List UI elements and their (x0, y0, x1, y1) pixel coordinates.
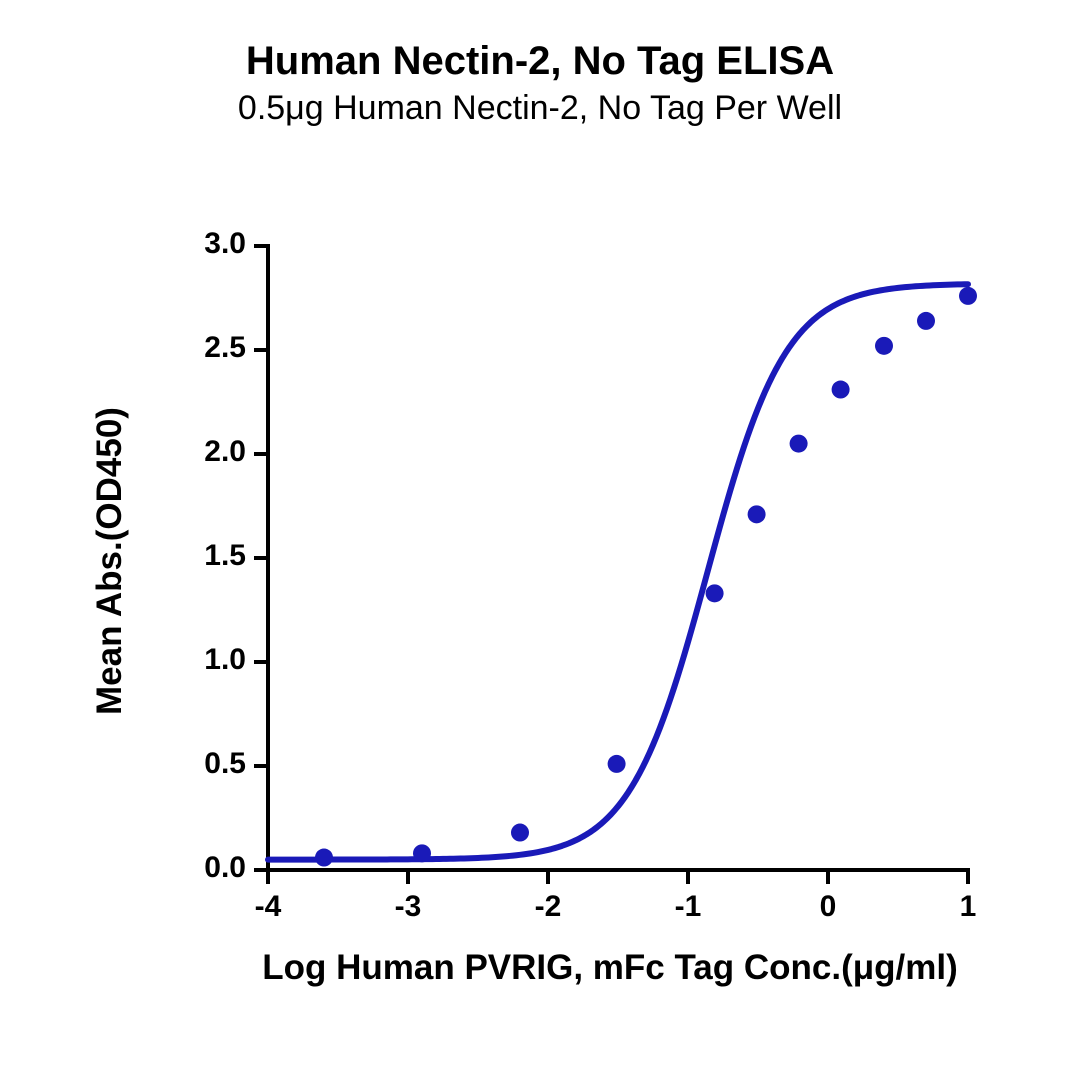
x-tick-label: 1 (938, 890, 998, 924)
y-tick-label: 2.5 (176, 331, 246, 365)
y-axis-label: Mean Abs.(OD450) (90, 261, 130, 861)
data-point (413, 844, 431, 862)
y-tick-label: 2.0 (176, 435, 246, 469)
data-point (832, 381, 850, 399)
data-point (959, 287, 977, 305)
data-point (790, 435, 808, 453)
y-tick-label: 1.5 (176, 539, 246, 573)
x-tick-label: -1 (658, 890, 718, 924)
data-point (875, 337, 893, 355)
x-tick-label: -4 (238, 890, 298, 924)
data-point (706, 584, 724, 602)
data-point (748, 505, 766, 523)
x-tick-label: 0 (798, 890, 858, 924)
data-point (511, 824, 529, 842)
data-point (608, 755, 626, 773)
x-tick-label: -3 (378, 890, 438, 924)
y-tick-label: 1.0 (176, 643, 246, 677)
fit-curve (268, 284, 968, 859)
axes (268, 246, 968, 870)
data-point (917, 312, 935, 330)
y-tick-label: 0.0 (176, 851, 246, 885)
y-tick-label: 0.5 (176, 747, 246, 781)
elisa-chart: 0.0 0.5 1.0 1.5 2.0 2.5 3.0 -4 -3 -2 -1 0 1 (0, 0, 1080, 1065)
x-tick-label: -2 (518, 890, 578, 924)
y-tick-label: 3.0 (176, 227, 246, 261)
x-axis-label: Log Human PVRIG, mFc Tag Conc.(μg/ml) (160, 948, 1060, 988)
page: Human Nectin-2, No Tag ELISA 0.5μg Human… (0, 0, 1080, 1065)
data-point (315, 849, 333, 867)
